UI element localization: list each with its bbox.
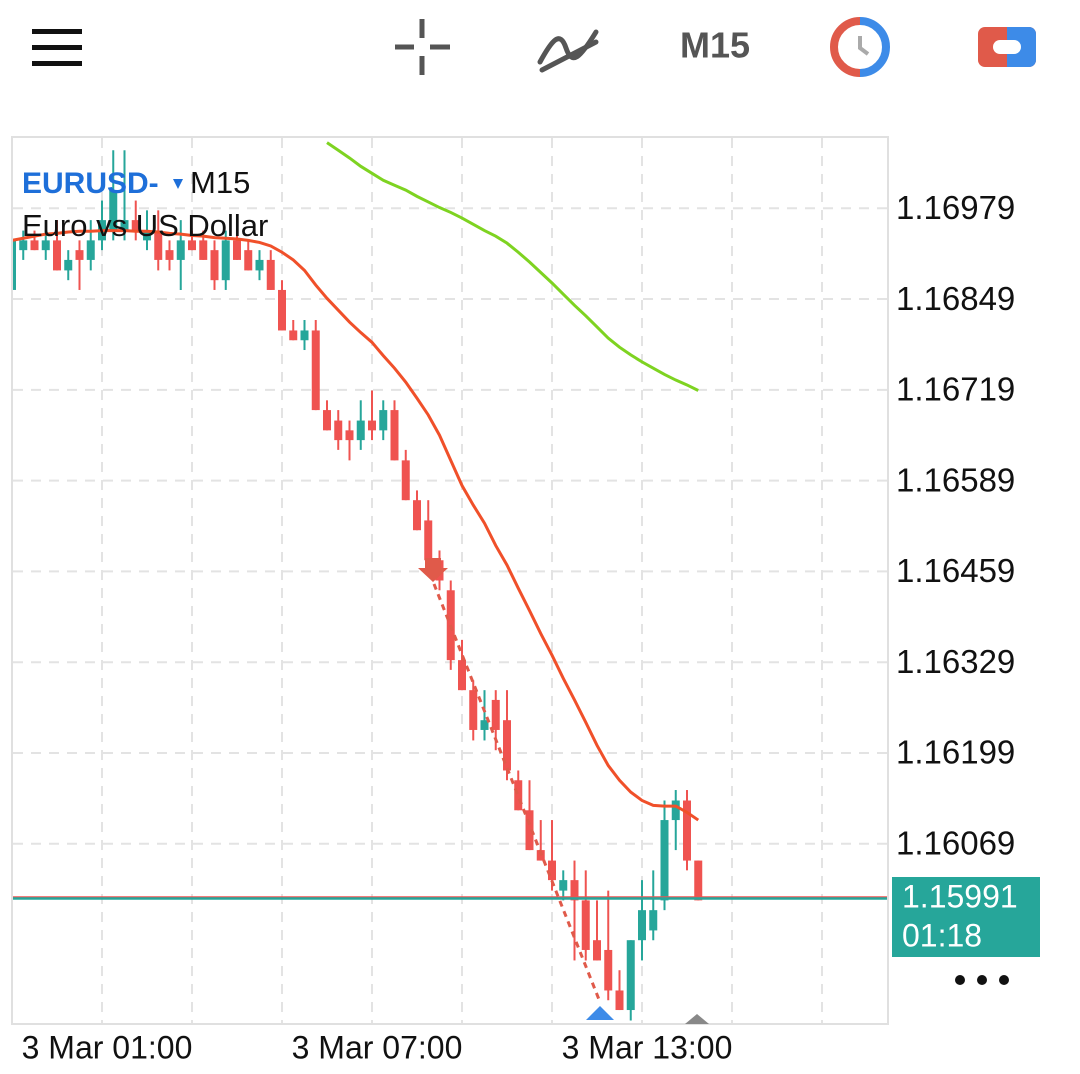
candle-body bbox=[559, 880, 568, 891]
candle-body bbox=[311, 330, 320, 411]
candle-body bbox=[300, 330, 309, 341]
candle-body bbox=[233, 240, 241, 260]
candle-body bbox=[604, 949, 613, 991]
y-tick-label: 1.16979 bbox=[896, 189, 1015, 226]
candle-body bbox=[199, 240, 208, 260]
candle-body bbox=[255, 259, 264, 271]
candle-body bbox=[458, 660, 466, 691]
candle-body bbox=[165, 250, 174, 260]
candle-body bbox=[266, 259, 275, 290]
candle-body bbox=[424, 520, 433, 561]
indicators-button[interactable] bbox=[537, 29, 599, 73]
candle-body bbox=[244, 250, 253, 271]
trade-toggle[interactable] bbox=[978, 27, 1036, 67]
candle-body bbox=[210, 250, 219, 281]
symbol-description: Euro vs US Dollar bbox=[22, 208, 268, 243]
candle-body bbox=[401, 460, 410, 501]
y-tick-label: 1.16069 bbox=[896, 825, 1015, 862]
plot bbox=[13, 141, 703, 1021]
candle-body bbox=[176, 240, 185, 260]
candle-body bbox=[289, 330, 298, 341]
crosshair-button[interactable] bbox=[395, 19, 450, 75]
candle-body bbox=[514, 780, 523, 811]
candle-body bbox=[120, 220, 129, 231]
y-tick-label: 1.16459 bbox=[896, 552, 1015, 589]
price-box bbox=[892, 877, 1040, 957]
candle-body bbox=[379, 410, 388, 431]
plot-frame bbox=[11, 136, 889, 1025]
candle-body bbox=[53, 240, 61, 271]
symbol-dropdown[interactable] bbox=[173, 179, 183, 189]
countdown-label: 01:18 bbox=[902, 917, 982, 953]
menu-button[interactable] bbox=[32, 29, 82, 66]
moving-average bbox=[13, 229, 700, 822]
candle-body bbox=[626, 940, 635, 1011]
sell-arrow bbox=[418, 558, 448, 582]
candle-body bbox=[638, 910, 646, 941]
candle-body bbox=[503, 720, 511, 771]
y-tick-label: 1.16589 bbox=[896, 461, 1015, 498]
candle-body bbox=[525, 810, 534, 851]
candle-body bbox=[548, 860, 556, 881]
y-tick-label: 1.16329 bbox=[896, 643, 1015, 680]
symbol[interactable]: EURUSD- bbox=[22, 167, 159, 200]
candle-body bbox=[390, 410, 399, 461]
candle-body bbox=[323, 410, 331, 431]
candle-body bbox=[30, 240, 39, 251]
candle-body bbox=[683, 800, 691, 861]
last-price-label: 1.15991 bbox=[902, 878, 1018, 914]
candle-body bbox=[694, 860, 703, 901]
candle-body bbox=[334, 420, 343, 441]
grid-layer bbox=[13, 207, 887, 845]
candle-body bbox=[491, 699, 500, 730]
candle-body bbox=[64, 259, 73, 271]
candle-body bbox=[480, 720, 489, 730]
candle-body bbox=[131, 220, 140, 231]
y-tick-label: 1.16719 bbox=[896, 371, 1015, 408]
candle-body bbox=[671, 800, 680, 821]
clock-button[interactable] bbox=[830, 17, 890, 77]
candle-body bbox=[143, 230, 151, 241]
x-tick-label: 3 Mar 13:00 bbox=[562, 1029, 733, 1065]
candle-body bbox=[356, 420, 365, 441]
time-marker bbox=[685, 1014, 709, 1024]
candle-body bbox=[469, 690, 478, 730]
vertical-grid bbox=[101, 138, 823, 1023]
y-tick-label: 1.16849 bbox=[896, 280, 1015, 317]
candle-body bbox=[570, 880, 579, 901]
y-tick-label: 1.16199 bbox=[896, 734, 1015, 771]
chart-timeframe: M15 bbox=[190, 165, 250, 200]
x-tick-label: 3 Mar 01:00 bbox=[22, 1029, 193, 1065]
candle-body bbox=[75, 250, 84, 260]
candle-body bbox=[615, 990, 624, 1011]
candle-body bbox=[221, 240, 230, 281]
candle-body bbox=[278, 289, 286, 331]
candle-body bbox=[345, 430, 354, 441]
candle-body bbox=[13, 240, 16, 290]
candle-body bbox=[660, 820, 669, 901]
candle-body bbox=[649, 910, 658, 931]
timeframe-button[interactable]: M15 bbox=[680, 25, 750, 66]
candle-body bbox=[109, 190, 118, 231]
trade-markers bbox=[418, 558, 709, 1024]
candle-body bbox=[188, 240, 196, 251]
x-tick-label: 3 Mar 07:00 bbox=[292, 1029, 463, 1065]
candle-body bbox=[581, 900, 590, 950]
candle-body bbox=[86, 240, 95, 260]
candle-body bbox=[368, 420, 376, 431]
candle-body bbox=[593, 940, 601, 961]
moving-average bbox=[326, 141, 699, 392]
more-button[interactable] bbox=[955, 975, 1009, 985]
candle-body bbox=[154, 230, 163, 260]
candle-body bbox=[19, 240, 28, 251]
candle-body bbox=[413, 500, 421, 531]
buy-arrow bbox=[586, 1006, 614, 1020]
trade-line bbox=[432, 583, 602, 1003]
candle-body bbox=[41, 240, 50, 251]
